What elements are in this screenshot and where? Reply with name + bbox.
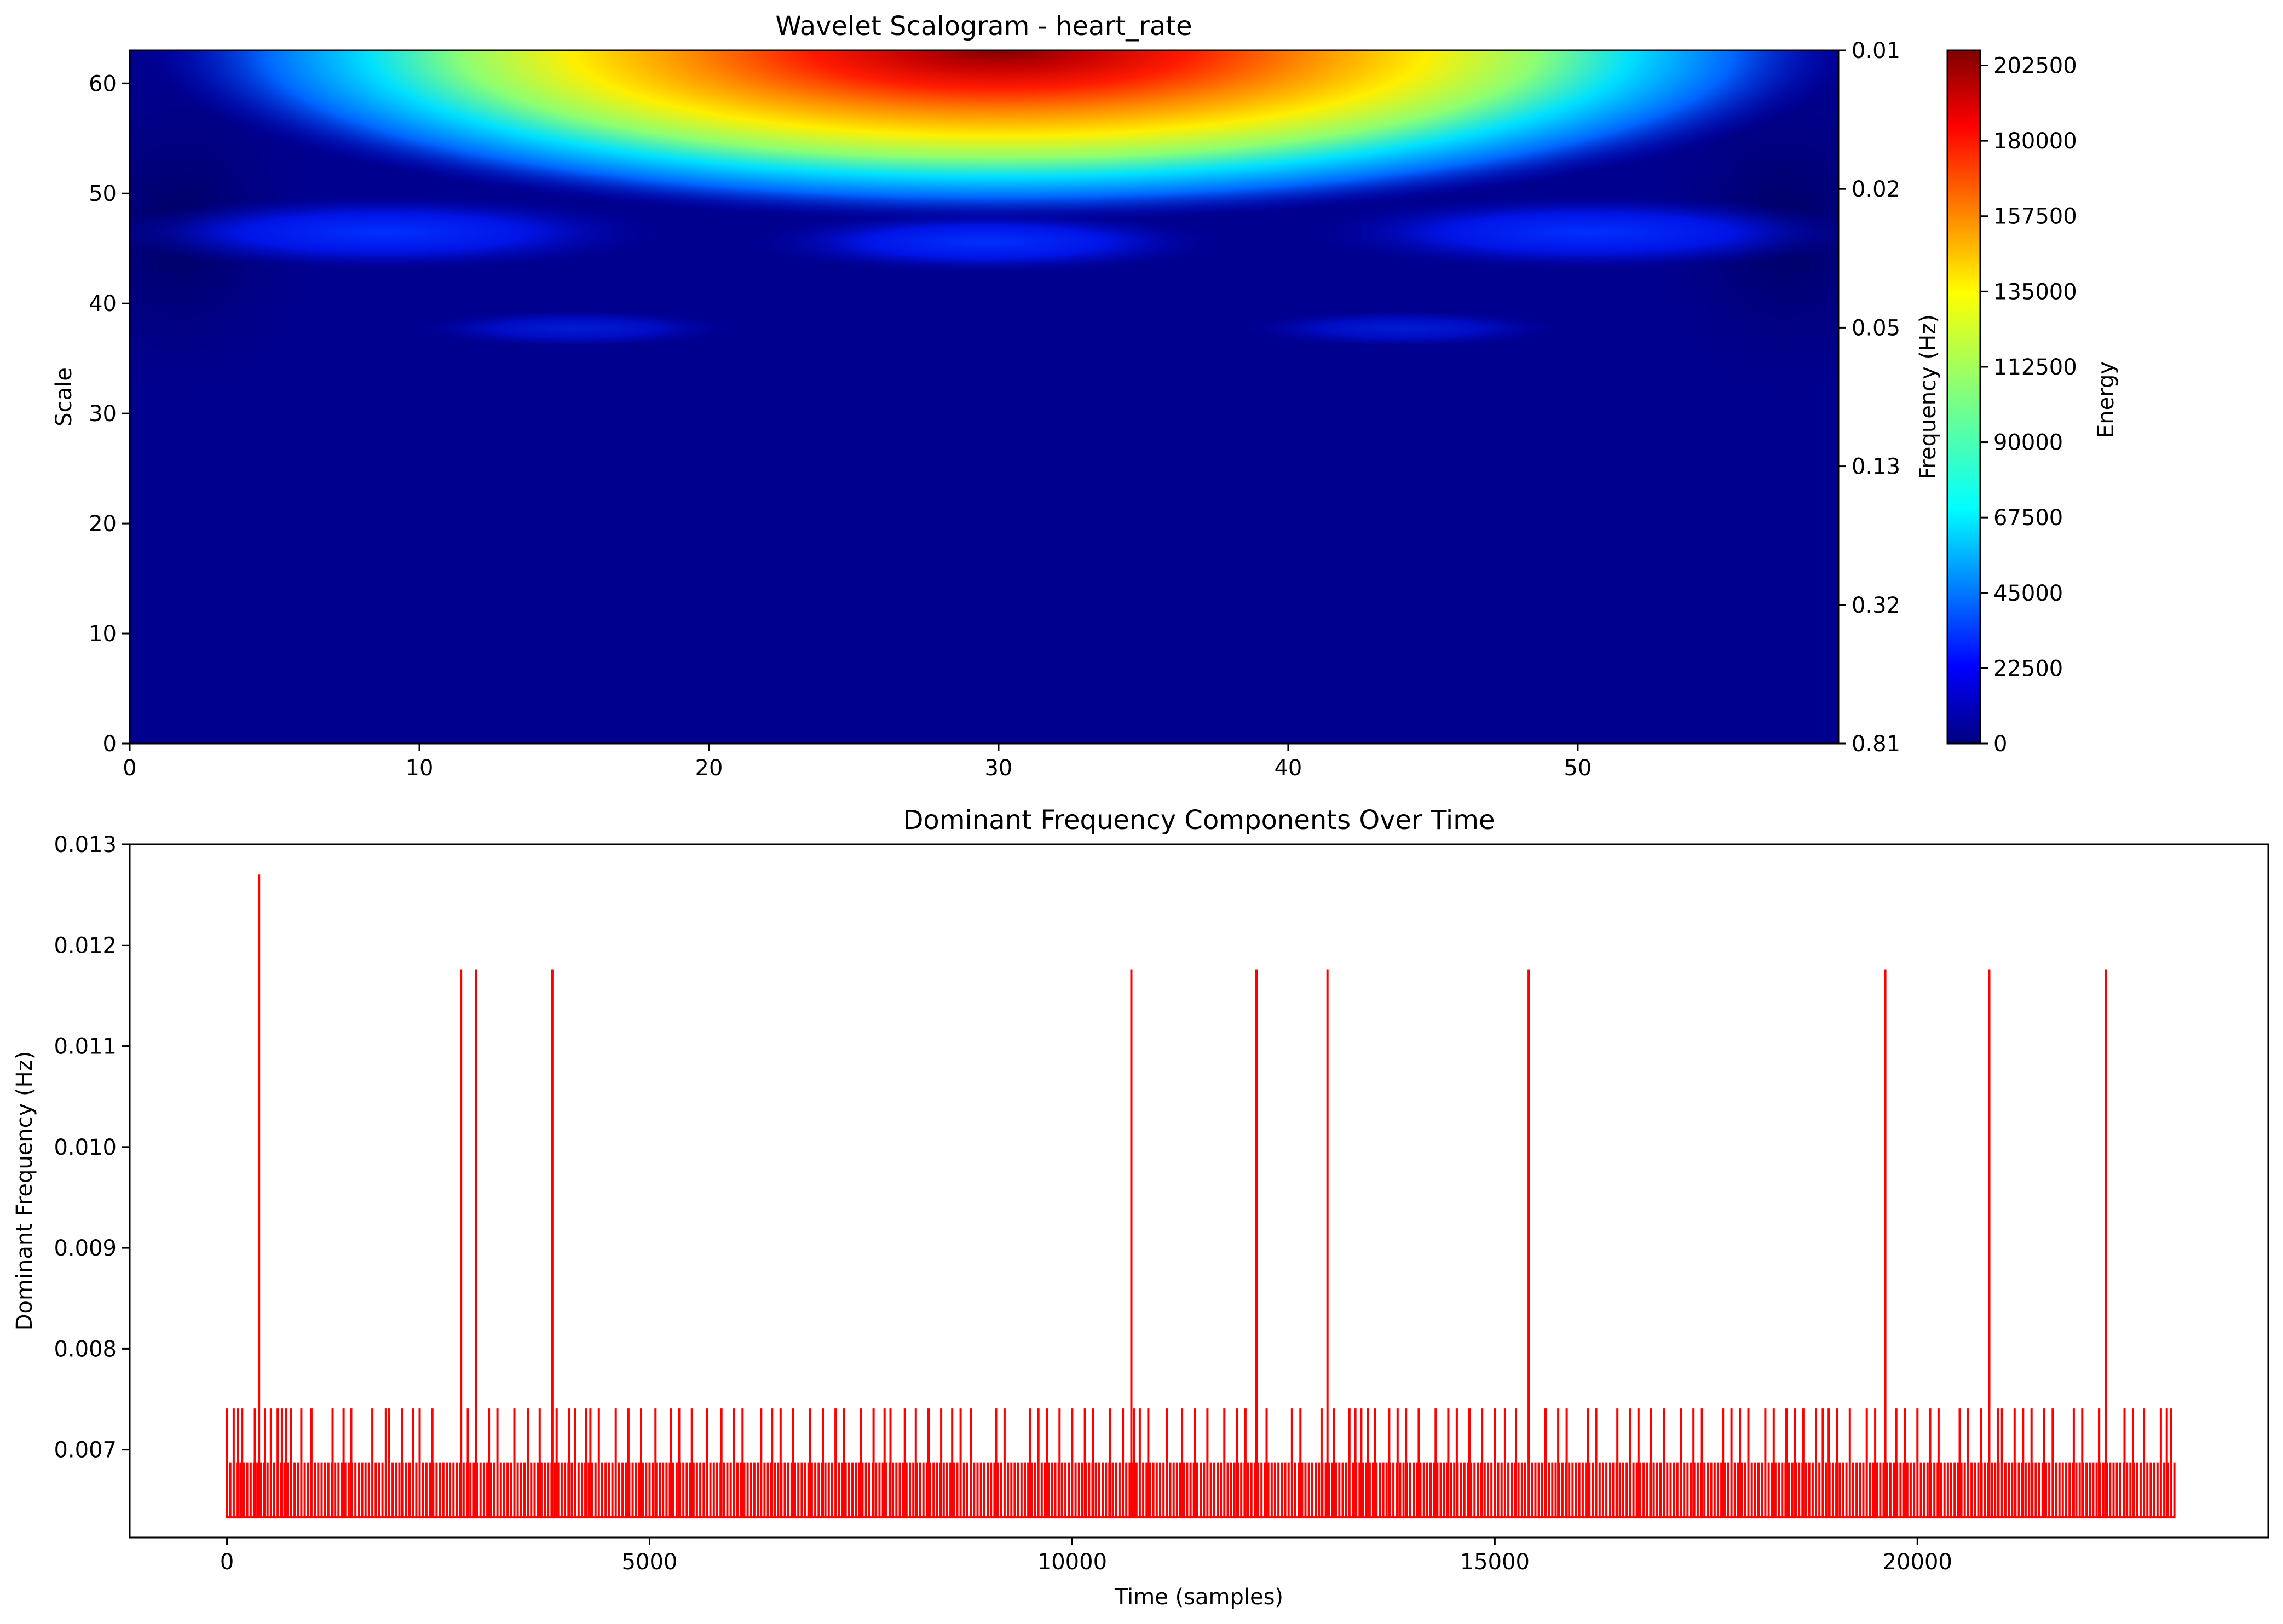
colorbar-tick-label: 157500 [1993,204,2077,229]
colorbar-tick-label: 22500 [1993,656,2063,681]
dominant-frequency-y-tick-label: 0.007 [54,1438,117,1463]
colorbar-tick-label: 0 [1993,732,2007,757]
colorbar: 0 22500 45000 67500 90000 112500 135000 157500 1… [1946,49,2119,757]
dominant-frequency-frame [129,843,2269,1539]
scalogram-heatmap [130,50,1838,744]
scalogram-y-label: Scale [51,367,77,427]
dominant-frequency-y-label: Dominant Frequency (Hz) [12,1051,37,1331]
scalogram-y-tick-label: 50 [89,181,117,206]
colorbar-fill [1947,50,1980,744]
dominant-frequency-panel: Dominant Frequency Components Over Time … [12,805,2269,1610]
scalogram-x-tick-label: 20 [695,756,723,781]
colorbar-label: Energy [2094,361,2119,438]
scalogram-y-tick-label: 30 [89,401,117,427]
frequency-tick-label: 0.05 [1852,315,1900,341]
scalogram-frequency-label: Frequency (Hz) [1916,314,1941,480]
dominant-frequency-series [226,874,2176,1519]
dominant-frequency-y-tick-label: 0.012 [54,933,117,958]
dominant-frequency-x-tick-label: 10000 [1037,1550,1107,1575]
frequency-tick-label: 0.13 [1852,454,1900,480]
scalogram-x-tick-label: 10 [406,756,434,781]
scalogram-x-ticks: 0 10 20 30 40 50 [123,744,1592,781]
colorbar-ticks: 0 22500 45000 67500 90000 112500 135000 157500 1… [1980,54,2077,757]
colorbar-tick-label: 90000 [1993,430,2063,456]
dominant-frequency-title: Dominant Frequency Components Over Time [903,805,1495,836]
scalogram-x-tick-label: 40 [1274,756,1302,781]
dominant-frequency-y-tick-label: 0.013 [54,832,117,857]
scalogram-y-tick-label: 60 [89,71,117,96]
scalogram-x-tick-label: 50 [1564,756,1592,781]
frequency-tick-label: 0.01 [1852,38,1900,64]
energy-streak-right [1237,309,1566,348]
scalogram-title: Wavelet Scalogram - heart_rate [775,11,1192,42]
dominant-frequency-y-tick-label: 0.011 [54,1034,117,1059]
scalogram-panel: Wavelet Scalogram - heart_rate 0 10 20 30 40… [51,11,1941,781]
scalogram-y-tick-label: 10 [89,621,117,647]
scalogram-y-tick-label: 0 [103,732,117,757]
frequency-tick-label: 0.81 [1852,732,1900,757]
dominant-frequency-y-tick-label: 0.008 [54,1337,117,1362]
scalogram-frequency-ticks: 0.01 0.02 0.05 0.13 0.32 0.81 [1838,38,1900,757]
colorbar-tick-label: 112500 [1993,355,2077,380]
dominant-frequency-x-tick-label: 15000 [1460,1550,1530,1575]
colorbar-tick-label: 180000 [1993,129,2077,154]
energy-streak-left [411,309,739,348]
dominant-frequency-x-label: Time (samples) [1114,1585,1283,1610]
scalogram-frame [129,49,1840,745]
scalogram-y-tick-label: 40 [89,291,117,316]
dominant-frequency-x-tick-label: 0 [220,1550,234,1575]
dominant-frequency-x-tick-label: 5000 [622,1550,678,1575]
scalogram-y-tick-label: 20 [89,511,117,537]
colorbar-tick-label: 135000 [1993,279,2077,304]
scalogram-y-ticks: 0 10 20 30 40 50 60 [89,71,130,757]
frequency-tick-label: 0.32 [1852,593,1900,618]
colorbar-tick-label: 45000 [1993,581,2063,606]
frequency-tick-label: 0.02 [1852,177,1900,202]
dominant-frequency-x-ticks: 0 5000 10000 15000 20000 [220,1537,1952,1575]
dominant-frequency-line [226,874,2176,1519]
scalogram-x-tick-label: 0 [123,756,136,781]
dominant-frequency-x-tick-label: 20000 [1883,1550,1952,1575]
dominant-frequency-y-ticks: 0.007 0.008 0.009 0.010 0.011 0.012 0.013 [54,832,130,1463]
colorbar-tick-label: 67500 [1993,505,2063,531]
dominant-frequency-y-tick-label: 0.009 [54,1236,117,1261]
colorbar-frame [1946,49,1981,745]
peak-energy-band [130,50,1838,247]
colorbar-tick-label: 202500 [1993,54,2077,79]
scalogram-x-tick-label: 30 [984,756,1012,781]
dominant-frequency-y-tick-label: 0.010 [54,1135,117,1160]
